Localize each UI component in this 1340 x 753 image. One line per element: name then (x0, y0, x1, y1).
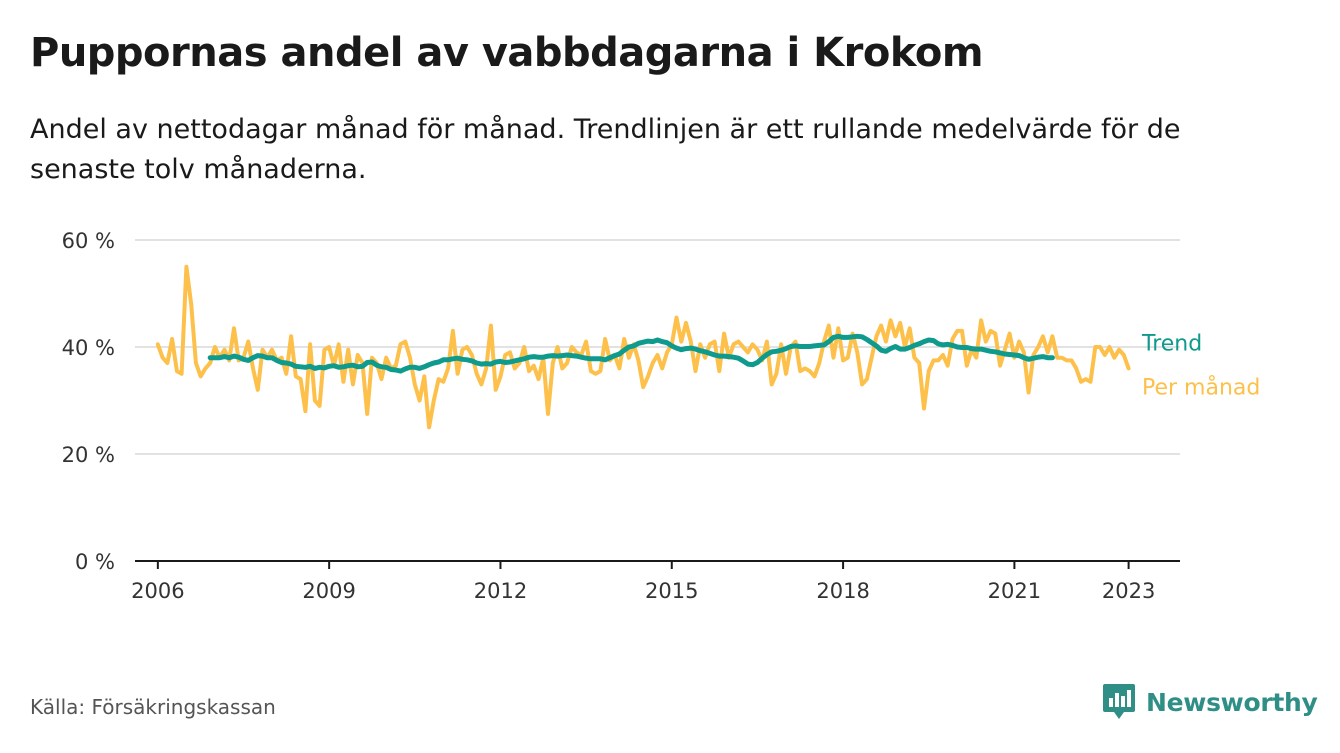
newsworthy-logo: Newsworthy (1102, 682, 1318, 722)
chart-title: Puppornas andel av vabbdagarna i Krokom (30, 30, 984, 76)
x-tick-label: 2018 (816, 579, 869, 603)
x-tick-label: 2009 (302, 579, 355, 603)
chart-subtitle: Andel av nettodagar månad för månad. Tre… (30, 114, 1181, 185)
x-tick-label: 2023 (1102, 579, 1155, 603)
x-tick-label: 2015 (645, 579, 698, 603)
x-tick-label: 2021 (988, 579, 1041, 603)
series-lines (155, 264, 1131, 430)
y-tick-label: 20 % (62, 443, 115, 467)
x-tick-label: 2012 (474, 579, 527, 603)
axes: 0 % 20 % 40 % 60 % 2006 2009 2012 2015 2018 2021 2… (62, 229, 1180, 603)
source-note: Källa: Försäkringskassan (30, 695, 276, 719)
monthly-series-label: Per månad (1142, 375, 1260, 401)
newsworthy-logo-icon (1103, 684, 1135, 719)
x-tick-label: 2006 (131, 579, 184, 603)
brand-name: Newsworthy (1146, 687, 1318, 717)
monthly-line (155, 264, 1131, 430)
trend-series-label: Trend (1141, 332, 1202, 357)
y-tick-label: 0 % (75, 550, 115, 574)
series-labels: Per månad Trend (1141, 332, 1260, 401)
y-tick-label: 60 % (62, 229, 115, 253)
y-tick-label: 40 % (62, 336, 115, 360)
trend-line (207, 333, 1055, 374)
